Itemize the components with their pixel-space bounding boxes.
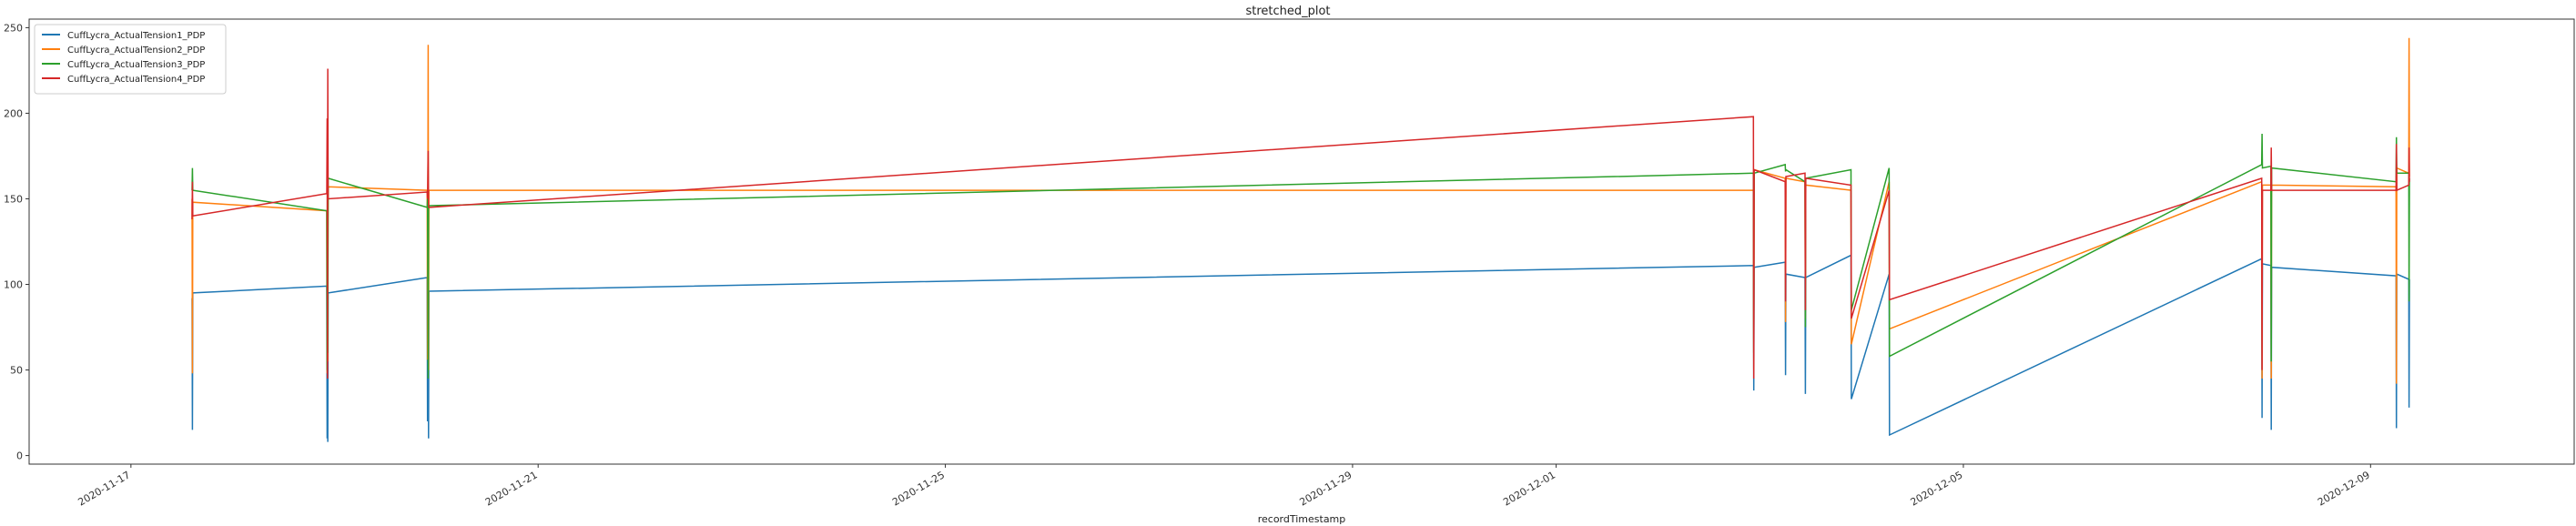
y-axis: 0 50 100 150 200 250 bbox=[4, 22, 29, 462]
series-layer bbox=[191, 37, 2410, 442]
y-tick-label: 250 bbox=[4, 22, 23, 34]
x-axis-title: recordTimestamp bbox=[1258, 513, 1346, 525]
series-line-1 bbox=[191, 254, 2410, 442]
x-tick-label: 2020-12-09 bbox=[2316, 469, 2372, 508]
x-axis: 2020-11-17 2020-11-21 2020-11-25 2020-11-29… bbox=[76, 464, 2372, 509]
x-tick-label: 2020-11-21 bbox=[483, 469, 540, 508]
chart-title: stretched_plot bbox=[1245, 5, 1330, 18]
legend-entry: CuffLycra_ActualTension2_PDP bbox=[67, 46, 205, 56]
legend-entry: CuffLycra_ActualTension4_PDP bbox=[67, 75, 205, 85]
y-tick-label: 100 bbox=[4, 279, 23, 291]
y-tick-label: 150 bbox=[4, 193, 23, 205]
plot-frame bbox=[28, 18, 2575, 465]
legend[interactable]: CuffLycra_ActualTension1_PDP CuffLycra_Ac… bbox=[34, 24, 227, 95]
y-tick-label: 50 bbox=[10, 365, 23, 377]
y-tick-label: 200 bbox=[4, 107, 23, 119]
legend-entry: CuffLycra_ActualTension1_PDP bbox=[67, 31, 205, 41]
x-tick-label: 2020-11-25 bbox=[890, 469, 947, 508]
y-tick-label: 0 bbox=[16, 450, 23, 462]
x-tick-label: 2020-11-29 bbox=[1298, 469, 1354, 508]
legend-box bbox=[34, 24, 227, 95]
x-tick-label: 2020-12-01 bbox=[1501, 469, 1557, 508]
x-tick-label: 2020-11-17 bbox=[76, 469, 132, 508]
series-line-4 bbox=[191, 68, 2410, 379]
legend-entry: CuffLycra_ActualTension3_PDP bbox=[67, 60, 205, 70]
series-line-2 bbox=[191, 37, 2410, 384]
x-tick-label: 2020-12-05 bbox=[1909, 469, 1965, 508]
